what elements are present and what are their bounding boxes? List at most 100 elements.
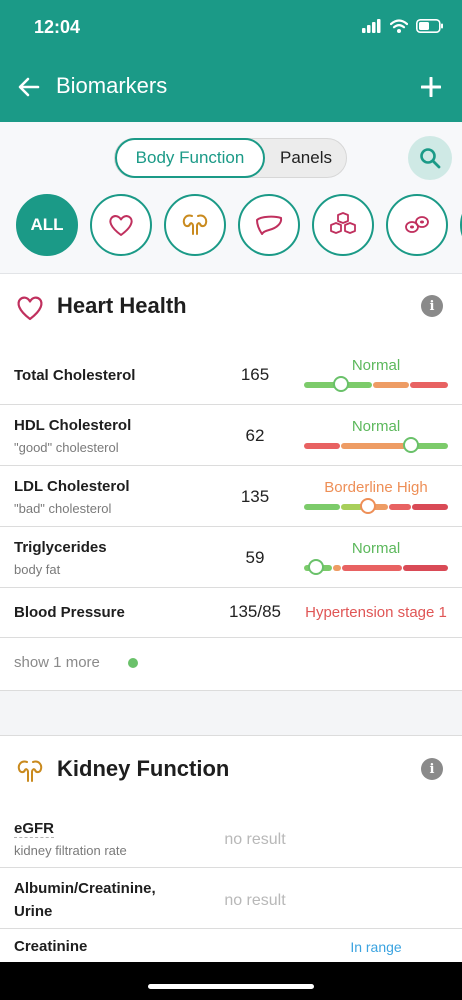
range-bar: [304, 498, 448, 514]
biomarker-name: Total Cholesterol: [14, 367, 136, 384]
range-bar: [304, 559, 448, 575]
biomarker-name: Albumin/Creatinine,: [14, 880, 156, 897]
biomarker-name: Creatinine: [14, 938, 88, 955]
range-segment-borderline: [341, 443, 409, 449]
page-title: Biomarkers: [56, 73, 168, 98]
biomarker-row-triglycerides[interactable]: Triglycerides body fat 59 Normal: [0, 527, 462, 588]
range-marker: [308, 559, 324, 575]
range-bar: [304, 376, 448, 392]
section-title: Kidney Function: [57, 756, 230, 781]
biomarker-status: Normal: [351, 418, 401, 435]
status-icons: [362, 19, 444, 33]
plus-icon: [421, 77, 441, 97]
biomarker-subtitle: body fat: [14, 562, 61, 577]
show-more-label: show 1 more: [14, 654, 100, 671]
toggle-panels[interactable]: Panels: [280, 148, 332, 167]
biomarker-row-total-cholesterol[interactable]: Total Cholesterol 165 Normal: [0, 344, 462, 405]
kidney-function-header: Kidney Function i: [0, 737, 462, 807]
biomarker-name: HDL Cholesterol: [14, 417, 132, 434]
battery-icon: [416, 19, 443, 33]
biomarker-row-albumin-creatinine[interactable]: Albumin/Creatinine, Urine no result: [0, 868, 462, 929]
biomarker-name: eGFR: [14, 820, 55, 838]
show-more-link[interactable]: show 1 more: [0, 638, 462, 688]
biomarker-name: Triglycerides: [14, 539, 107, 556]
biomarker-row-egfr[interactable]: eGFR kidney filtration rate no result: [0, 807, 462, 868]
biomarker-value: 165: [240, 365, 270, 384]
info-button[interactable]: i: [421, 295, 443, 317]
biomarker-row-blood-pressure[interactable]: Blood Pressure 135/85 Hypertension stage…: [0, 588, 462, 638]
range-segment-borderline: [364, 504, 388, 510]
app-bar: Biomarkers: [0, 56, 462, 122]
heart-health-section: Heart Health i Total Cholesterol 165 Nor…: [0, 274, 462, 690]
range-segment-very-high: [403, 565, 448, 571]
range-segment-very-high: [412, 504, 448, 510]
biomarker-status: Borderline High: [324, 479, 428, 496]
range-segment-high: [410, 382, 448, 388]
sugar-cubes-icon: [330, 212, 356, 234]
range-segment-near-optimal: [341, 504, 363, 510]
biomarker-status: Normal: [351, 540, 401, 557]
kidney-function-section: Kidney Function i eGFR kidney filtration…: [0, 737, 462, 962]
biomarker-value: 59: [245, 548, 265, 567]
home-indicator-bar: [0, 962, 462, 1000]
biomarker-value: no result: [224, 831, 286, 848]
wifi-icon: [390, 19, 408, 33]
heart-icon: [17, 296, 43, 321]
range-segment-normal: [410, 443, 448, 449]
range-segment-borderline: [373, 382, 409, 388]
biomarker-name-line2: Urine: [14, 903, 53, 920]
arrow-left-icon: [18, 77, 40, 97]
range-marker: [333, 376, 349, 392]
range-marker: [360, 498, 376, 514]
biomarker-name: LDL Cholesterol: [14, 478, 130, 495]
biomarker-value: 135: [240, 487, 270, 506]
range-segment-high: [342, 565, 402, 571]
biomarker-value: no result: [224, 892, 286, 909]
biomarker-row-creatinine[interactable]: Creatinine In range: [0, 929, 462, 990]
search-icon: [420, 148, 441, 169]
chip-all[interactable]: ALL: [16, 194, 78, 256]
biomarker-row-hdl-cholesterol[interactable]: HDL Cholesterol "good" cholesterol 62 No…: [0, 405, 462, 466]
add-button[interactable]: [416, 72, 446, 102]
chip-heart[interactable]: [90, 194, 152, 256]
range-segment-high: [389, 504, 411, 510]
back-button[interactable]: [14, 72, 44, 102]
category-chips: ALL: [16, 194, 462, 256]
biomarker-row-ldl-cholesterol[interactable]: LDL Cholesterol "bad" cholesterol 135 Bo…: [0, 466, 462, 527]
chip-liver[interactable]: [238, 194, 300, 256]
status-time: 12:04: [34, 17, 81, 37]
signal-icon: [362, 19, 381, 33]
view-toggle: Body Function Panels: [114, 138, 347, 178]
range-segment-low: [304, 443, 340, 449]
home-indicator[interactable]: [148, 984, 314, 989]
biomarker-subtitle: "bad" cholesterol: [14, 501, 112, 516]
range-segment-optimal: [304, 504, 340, 510]
toggle-body-function[interactable]: Body Function: [115, 138, 265, 178]
biomarker-value: 62: [245, 426, 265, 445]
section-divider: [0, 690, 462, 736]
search-button[interactable]: [408, 136, 452, 180]
status-bar: 12:04: [0, 0, 462, 56]
chip-blood[interactable]: [386, 194, 448, 256]
filter-area: Body Function Panels ALL: [0, 122, 462, 274]
kidney-icon: [17, 760, 43, 782]
range-marker: [403, 437, 419, 453]
range-segment-borderline: [333, 565, 341, 571]
blood-cells-icon: [405, 216, 429, 233]
kidney-icon: [182, 214, 208, 235]
status-dot: [128, 658, 138, 668]
heart-icon: [109, 215, 133, 236]
biomarker-subtitle: kidney filtration rate: [14, 843, 127, 858]
section-title: Heart Health: [57, 293, 187, 318]
biomarker-status: Normal: [351, 357, 401, 374]
info-button[interactable]: i: [421, 758, 443, 780]
biomarker-subtitle: "good" cholesterol: [14, 440, 119, 455]
biomarker-name: Blood Pressure: [14, 604, 125, 621]
liver-icon: [256, 215, 283, 235]
chip-sugar[interactable]: [312, 194, 374, 256]
heart-health-header: Heart Health i: [0, 274, 462, 344]
biomarker-status: Hypertension stage 1: [305, 604, 447, 621]
range-bar: [304, 437, 448, 453]
chip-kidney[interactable]: [164, 194, 226, 256]
biomarker-value: 135/85: [229, 602, 281, 621]
